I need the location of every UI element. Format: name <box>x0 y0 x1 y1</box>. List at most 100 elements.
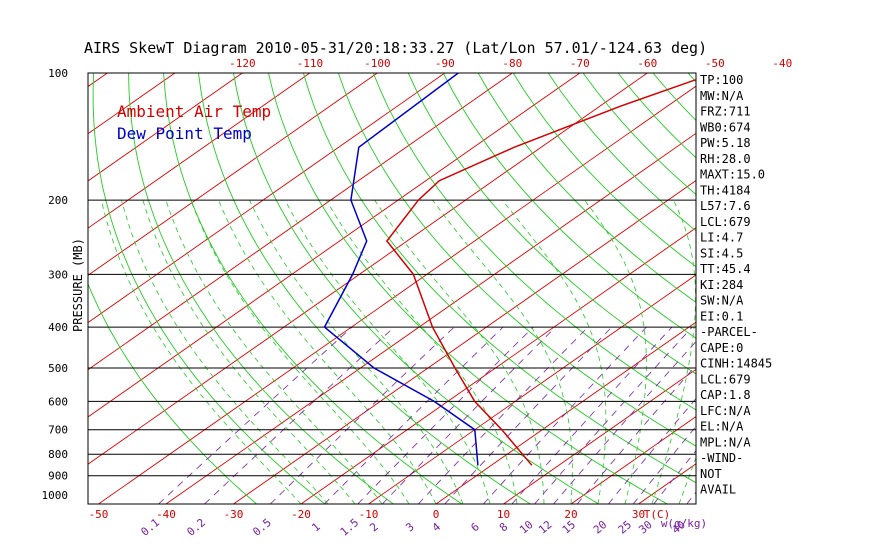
index-item: RH:28.0 <box>700 152 751 166</box>
dry-adiabat-line <box>302 73 696 484</box>
isotherm-line <box>88 73 446 324</box>
pressure-tick-label: 200 <box>48 194 68 207</box>
index-item: FRZ:711 <box>700 105 751 119</box>
dry-adiabat-line <box>477 73 696 303</box>
dry-adiabat-line <box>407 73 696 375</box>
isotherm-line <box>165 132 696 504</box>
pressure-tick-label: 400 <box>48 321 68 334</box>
dry-adiabat-line <box>758 73 870 504</box>
isotherm-line <box>368 274 696 504</box>
index-item: -PARCEL- <box>700 325 758 339</box>
series-ambient-air-temp-line <box>385 78 696 466</box>
mixing-ratio-tick: 0.5 <box>250 516 274 539</box>
mixing-ratio-line <box>511 326 673 504</box>
mixing-ratio-tick: 0.2 <box>184 516 208 539</box>
dry-adiabat-line <box>512 73 696 268</box>
mixing-ratio-tick: 8 <box>497 520 510 534</box>
moist-adiabat-line <box>218 199 437 504</box>
isotherm-line <box>88 73 108 88</box>
mixing-ratio-line <box>158 326 353 504</box>
index-item: LCL:679 <box>700 372 751 386</box>
isotherm-line <box>88 73 243 182</box>
index-item: AVAIL <box>700 483 736 497</box>
isotherm-line <box>0 73 40 504</box>
bottom-temperature-tick: -10 <box>359 508 379 521</box>
moist-adiabat-line <box>284 199 491 504</box>
top-temperature-tick: -110 <box>297 57 324 70</box>
mixing-ratio-line <box>553 340 696 504</box>
mixing-ratio-line <box>576 364 696 504</box>
series-dew-point-temp-line <box>323 73 479 466</box>
moist-adiabat-line <box>502 199 607 504</box>
pressure-tick-label: 900 <box>48 470 68 483</box>
bottom-temperature-tick: 0 <box>433 508 440 521</box>
top-temperature-tick: -90 <box>435 57 455 70</box>
moist-adiabat-line <box>121 199 329 504</box>
index-item: EL:N/A <box>700 420 744 434</box>
isotherm-line <box>570 416 696 504</box>
mixing-ratio-line <box>204 326 395 504</box>
index-item: SI:4.5 <box>700 246 743 260</box>
mixing-ratio-tick: 10 <box>517 518 536 536</box>
moist-adiabat-line <box>432 199 573 504</box>
index-item: CINH:14845 <box>700 357 772 371</box>
moist-adiabat-line <box>584 199 647 504</box>
isotherm-line <box>88 73 648 465</box>
index-item: TH:4184 <box>700 183 751 197</box>
isotherm-line <box>88 73 378 276</box>
index-item: NOT <box>700 467 722 481</box>
isotherm-line <box>98 85 696 504</box>
dry-adiabat-line <box>88 282 257 504</box>
moist-adiabat-line <box>651 199 696 504</box>
index-item: -WIND- <box>700 451 743 465</box>
bottom-temperature-tick: 20 <box>564 508 577 521</box>
dry-adiabat-line <box>268 73 668 504</box>
mixing-ratio-line <box>270 326 455 504</box>
isotherm-line <box>88 73 581 418</box>
index-item: LCL:679 <box>700 215 751 229</box>
moist-adiabat-line <box>678 456 696 504</box>
mixing-ratio-tick: 12 <box>536 518 555 536</box>
index-item: MAXT:15.0 <box>700 168 765 182</box>
dry-adiabat-line <box>442 73 696 339</box>
isotherm-line <box>435 321 696 504</box>
mixing-ratio-tick: 3 <box>403 520 416 534</box>
moist-adiabat-line <box>190 199 410 504</box>
mixing-ratio-tick: 20 <box>591 518 610 536</box>
isotherm-line <box>503 368 696 504</box>
dry-adiabat-line <box>92 73 326 504</box>
index-item: WB0:674 <box>700 120 751 134</box>
dry-adiabat-line <box>828 73 870 504</box>
bottom-temperature-tick: -30 <box>224 508 244 521</box>
isotherm-line <box>233 180 696 504</box>
mixing-ratio-tick: 1 <box>309 520 322 534</box>
index-item: TP:100 <box>700 73 743 87</box>
index-item: MW:N/A <box>700 89 744 103</box>
pressure-tick-label: 600 <box>48 395 68 408</box>
mixing-ratio-line <box>382 326 556 504</box>
mixing-ratio-line <box>324 326 504 504</box>
pressure-tick-label: 800 <box>48 448 68 461</box>
chart-title: AIRS SkewT Diagram 2010-05-31/20:18:33.2… <box>84 39 707 57</box>
mixing-ratio-line <box>357 326 534 504</box>
top-temperature-tick: -70 <box>570 57 590 70</box>
isotherm-line <box>638 463 696 504</box>
dry-adiabat-line <box>863 73 870 504</box>
pressure-tick-label: 300 <box>48 268 68 281</box>
index-item: KI:284 <box>700 278 743 292</box>
top-temperature-tick: -50 <box>705 57 725 70</box>
top-temperature-tick: -100 <box>364 57 391 70</box>
isotherm-line <box>88 73 513 371</box>
dry-adiabat-line <box>233 73 600 504</box>
top-temperature-tick: -40 <box>772 57 792 70</box>
dry-adiabat-line <box>372 73 696 411</box>
bottom-temperature-tick: 30 <box>632 508 645 521</box>
top-temperature-tick: -80 <box>502 57 522 70</box>
mixing-ratio-tick: 6 <box>468 520 481 534</box>
index-item: LI:4.7 <box>700 231 743 245</box>
plot-frame <box>87 72 697 505</box>
bottom-temperature-tick: -20 <box>291 508 311 521</box>
dry-adiabat-line <box>163 73 463 504</box>
index-item: MPL:N/A <box>700 435 751 449</box>
